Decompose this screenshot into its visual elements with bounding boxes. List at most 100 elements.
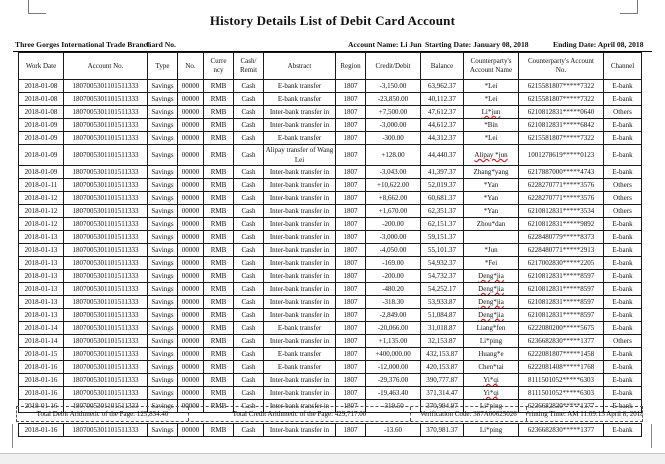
cell-counterparty-account-no: 6217002830*****2205 <box>518 256 604 270</box>
cell-counterparty-account-name: *Yan <box>463 178 519 192</box>
cell-region: 1807 <box>335 118 366 132</box>
cell-abstract: Inter-bank transfer in <box>263 165 336 179</box>
crop-mark-top-left <box>28 0 46 14</box>
cell-counterparty-account-no: 6210812831*****9892 <box>518 217 604 231</box>
cell-type: Savings <box>147 243 178 257</box>
cell-currency: RMB <box>203 386 234 400</box>
cell-work-date: 2018-01-16 <box>18 423 64 437</box>
column-header-credit-debit: Credit/Debit <box>365 52 421 80</box>
cell-account-no: 1807005301101511333 <box>63 178 148 192</box>
cell-cash-remit: Cash <box>233 295 264 309</box>
cell-type: Savings <box>147 92 178 106</box>
header-row: Work Date Account No. Type No. Curre ncy Cash… <box>18 52 642 80</box>
cell-credit-debit: -23,850.00 <box>365 92 421 106</box>
cell-balance: 55,101.37 <box>420 243 464 257</box>
column-header-counterparty-account-name: Counterparty's Account Name <box>463 52 519 80</box>
cell-credit-debit: -2,849.00 <box>365 308 421 322</box>
cell-balance: 31,018.87 <box>420 321 464 335</box>
cell-region: 1807 <box>335 269 366 283</box>
cell-work-date: 2018-01-09 <box>18 131 64 145</box>
table-row: 2018-01-14 1807005301101511333 Savings 0000… <box>18 334 642 348</box>
cell-currency: RMB <box>203 269 234 283</box>
printing-time: Printing Time: AM 11:09:13 April 8, 2018 <box>526 410 642 418</box>
cell-abstract: Alipay transfer of Wang Lei <box>263 144 336 166</box>
cell-cash-remit: Cash <box>233 347 264 361</box>
cell-channel: E-bank <box>603 347 642 361</box>
cell-balance: 32,153.87 <box>420 334 464 348</box>
cell-account-no: 1807005301101511333 <box>63 165 148 179</box>
page-title: History Details List of Debit Card Accou… <box>209 13 456 28</box>
table-row: 2018-01-12 1807005301101511333 Savings 0000… <box>18 217 642 231</box>
cell-type: Savings <box>147 79 178 93</box>
cell-work-date: 2018-01-12 <box>18 217 64 231</box>
cell-no: 00000 <box>177 191 204 205</box>
cell-abstract: E-bank transfer <box>263 131 336 145</box>
cell-region: 1807 <box>335 256 366 270</box>
cell-no: 00000 <box>177 131 204 145</box>
account-name: Account Name: Li Jun <box>348 40 422 49</box>
cell-type: Savings <box>147 269 178 283</box>
cell-counterparty-account-name: Deng*jia <box>463 308 519 322</box>
cell-cash-remit: Cash <box>233 131 264 145</box>
cell-counterparty-account-no: 6236682830*****1377 <box>518 334 604 348</box>
cell-cash-remit: Cash <box>233 217 264 231</box>
cell-counterparty-account-name: *Lei <box>463 79 519 93</box>
cell-no: 00000 <box>177 165 204 179</box>
cell-currency: RMB <box>203 321 234 335</box>
cell-region: 1807 <box>335 373 366 387</box>
cell-channel: Others <box>603 204 642 218</box>
cell-counterparty-account-no: 6228480771*****2913 <box>518 243 604 257</box>
column-header-region: Region <box>335 52 366 80</box>
cell-counterparty-account-no: 6222081807*****1458 <box>518 347 604 361</box>
cell-currency: RMB <box>203 79 234 93</box>
cell-account-no: 1807005301101511333 <box>63 230 148 244</box>
column-header-account-no: Account No. <box>63 52 148 80</box>
cell-currency: RMB <box>203 243 234 257</box>
cell-work-date: 2018-01-16 <box>18 386 64 400</box>
cell-type: Savings <box>147 178 178 192</box>
cell-type: Savings <box>147 105 178 119</box>
cell-type: Savings <box>147 191 178 205</box>
cell-type: Savings <box>147 423 178 437</box>
cell-channel: E-bank <box>603 92 642 106</box>
cell-work-date: 2018-01-13 <box>18 308 64 322</box>
cell-work-date: 2018-01-13 <box>18 230 64 244</box>
cell-credit-debit: +10,622.00 <box>365 178 421 192</box>
cell-counterparty-account-name: Li*ping <box>463 334 519 348</box>
cell-credit-debit: -318.30 <box>365 295 421 309</box>
cell-work-date: 2018-01-13 <box>18 256 64 270</box>
page-totals-bar: Total Debit Arithmetic of the Page: 125,… <box>16 406 643 422</box>
cell-counterparty-account-name: *Jun <box>463 243 519 257</box>
cell-counterparty-account-no: 6210812831*****3534 <box>518 204 604 218</box>
cell-region: 1807 <box>335 144 366 166</box>
cell-counterparty-account-name: Yi*qi <box>463 386 519 400</box>
cell-no: 00000 <box>177 105 204 119</box>
cell-channel: E-bank <box>603 308 642 322</box>
cell-no: 00000 <box>177 347 204 361</box>
cell-counterparty-account-name: Alipay *jun <box>463 144 519 166</box>
cell-abstract: Inter-bank transfer in <box>263 191 336 205</box>
table-row: 2018-01-09 1807005301101511333 Savings 0000… <box>18 118 642 132</box>
cell-work-date: 2018-01-13 <box>18 295 64 309</box>
cell-credit-debit: -169.00 <box>365 256 421 270</box>
cell-counterparty-account-name: Chen*tai <box>463 360 519 374</box>
cell-credit-debit: +1,670.00 <box>365 204 421 218</box>
cell-abstract: Inter-bank transfer in <box>263 269 336 283</box>
table-row: 2018-01-13 1807005301101511333 Savings 0000… <box>18 269 642 283</box>
cell-credit-debit: +128.00 <box>365 144 421 166</box>
cell-channel: E-bank <box>603 230 642 244</box>
table-row: 2018-01-11 1807005301101511333 Savings 0000… <box>18 178 642 192</box>
cell-counterparty-account-no: 6236682830*****1377 <box>518 423 604 437</box>
cell-channel: E-bank <box>603 321 642 335</box>
cell-counterparty-account-no: 6222081408*****1768 <box>518 360 604 374</box>
cell-region: 1807 <box>335 360 366 374</box>
column-header-work-date: Work Date <box>18 52 64 80</box>
cell-abstract: Inter-bank transfer in <box>263 118 336 132</box>
cell-work-date: 2018-01-13 <box>18 243 64 257</box>
document-page: History Details List of Debit Card Accou… <box>12 0 652 448</box>
cell-currency: RMB <box>203 217 234 231</box>
cell-type: Savings <box>147 282 178 296</box>
column-header-cash-remit: Cash/ Remit <box>233 52 264 80</box>
cell-currency: RMB <box>203 360 234 374</box>
cell-no: 00000 <box>177 321 204 335</box>
